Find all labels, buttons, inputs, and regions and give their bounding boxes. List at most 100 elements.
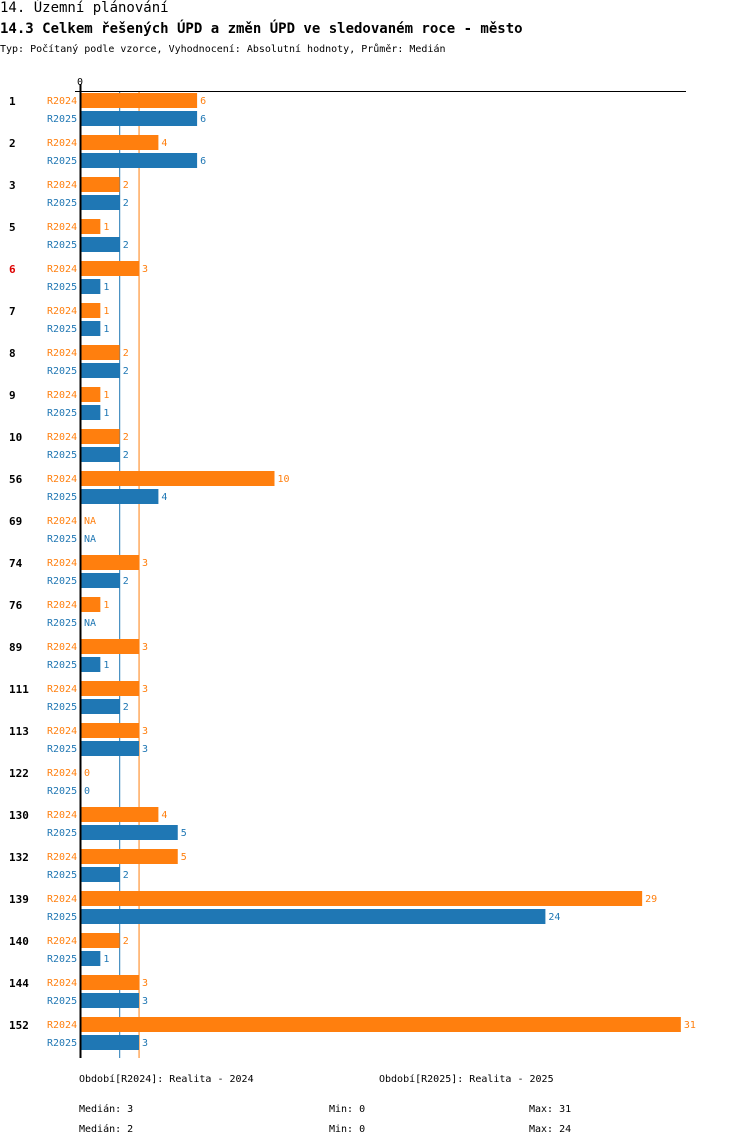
- bar-r2025: [81, 321, 101, 336]
- bar-r2024: [81, 933, 120, 948]
- bar-r2025: [81, 405, 101, 420]
- series-label: R2024: [47, 222, 77, 233]
- series-label: R2024: [47, 306, 77, 317]
- data-label: 3: [142, 642, 148, 653]
- category-label: 74: [9, 557, 23, 570]
- series-label: R2024: [47, 96, 77, 107]
- series-label: R2024: [47, 768, 77, 779]
- series-label: R2025: [47, 954, 77, 965]
- data-label: 29: [645, 894, 657, 905]
- series-label: R2025: [47, 870, 77, 881]
- bar-r2025: [81, 825, 178, 840]
- bar-r2024: [81, 1017, 681, 1032]
- data-label: 1: [103, 282, 109, 293]
- data-label: 2: [123, 432, 129, 443]
- series-label: R2025: [47, 408, 77, 419]
- bar-r2025: [81, 657, 101, 672]
- chart-subtitle: Typ: Počítaný podle vzorce, Vyhodnocení:…: [0, 44, 446, 55]
- bar-r2024: [81, 303, 101, 318]
- data-label: 2: [123, 198, 129, 209]
- bar-r2024: [81, 345, 120, 360]
- category-label: 122: [9, 767, 29, 780]
- bar-r2025: [81, 699, 120, 714]
- data-label: NA: [84, 516, 96, 527]
- bar-r2024: [81, 471, 275, 486]
- legend-r2025: Období[R2025]: Realita - 2025: [379, 1074, 554, 1085]
- bar-r2025: [81, 363, 120, 378]
- data-label: 3: [142, 558, 148, 569]
- series-label: R2025: [47, 702, 77, 713]
- bar-r2024: [81, 93, 198, 108]
- series-label: R2025: [47, 618, 77, 629]
- x-axis-zero-label: 0: [77, 77, 83, 88]
- category-label: 3: [9, 179, 16, 192]
- category-label: 152: [9, 1019, 29, 1032]
- bar-r2025: [81, 279, 101, 294]
- bar-r2024: [81, 177, 120, 192]
- bar-r2025: [81, 111, 198, 126]
- data-label: 2: [123, 180, 129, 191]
- data-label: 3: [142, 264, 148, 275]
- data-label: 2: [123, 936, 129, 947]
- series-label: R2024: [47, 978, 77, 989]
- bar-r2024: [81, 429, 120, 444]
- category-label: 2: [9, 137, 16, 150]
- bar-r2024: [81, 891, 643, 906]
- bar-r2025: [81, 489, 159, 504]
- bar-r2025: [81, 447, 120, 462]
- data-label: 4: [161, 810, 167, 821]
- bar-r2025: [81, 741, 140, 756]
- category-label: 5: [9, 221, 16, 234]
- data-label: 6: [200, 96, 206, 107]
- data-label: 2: [123, 870, 129, 881]
- stat-median-r2025: Medián: 2: [79, 1124, 134, 1135]
- series-label: R2025: [47, 660, 77, 671]
- series-label: R2025: [47, 744, 77, 755]
- series-label: R2024: [47, 390, 77, 401]
- category-label: 113: [9, 725, 29, 738]
- data-label: 31: [684, 1020, 696, 1031]
- legend-r2024: Období[R2024]: Realita - 2024: [79, 1074, 254, 1085]
- data-label: 3: [142, 978, 148, 989]
- series-label: R2025: [47, 1038, 77, 1049]
- series-label: R2025: [47, 534, 77, 545]
- data-label: 3: [142, 996, 148, 1007]
- data-label: 0: [84, 786, 90, 797]
- bar-r2024: [81, 639, 140, 654]
- data-label: 1: [103, 600, 109, 611]
- data-label: 1: [103, 306, 109, 317]
- stat-max-r2025: Max: 24: [529, 1124, 572, 1135]
- category-label: 132: [9, 851, 29, 864]
- category-label: 9: [9, 389, 16, 402]
- bar-r2025: [81, 909, 546, 924]
- category-label: 130: [9, 809, 29, 822]
- category-label: 56: [9, 473, 23, 486]
- series-label: R2025: [47, 912, 77, 923]
- series-label: R2024: [47, 894, 77, 905]
- data-label: 3: [142, 726, 148, 737]
- series-label: R2024: [47, 810, 77, 821]
- category-label: 1: [9, 95, 16, 108]
- bar-r2025: [81, 195, 120, 210]
- series-label: R2024: [47, 600, 77, 611]
- data-label: 6: [200, 156, 206, 167]
- chart-title: 14.3 Celkem řešených ÚPD a změn ÚPD ve s…: [0, 21, 523, 37]
- series-label: R2024: [47, 348, 77, 359]
- stat-max-r2024: Max: 31: [529, 1104, 572, 1115]
- series-label: R2025: [47, 324, 77, 335]
- data-label: 6: [200, 114, 206, 125]
- bar-r2025: [81, 867, 120, 882]
- bar-r2024: [81, 807, 159, 822]
- series-label: R2025: [47, 240, 77, 251]
- data-label: 0: [84, 768, 90, 779]
- data-label: 1: [103, 324, 109, 335]
- category-label: 140: [9, 935, 29, 948]
- bar-r2024: [81, 597, 101, 612]
- series-label: R2024: [47, 558, 77, 569]
- data-label: 1: [103, 390, 109, 401]
- series-label: R2025: [47, 576, 77, 587]
- bar-r2025: [81, 573, 120, 588]
- series-label: R2025: [47, 996, 77, 1007]
- bar-r2025: [81, 951, 101, 966]
- series-label: R2024: [47, 684, 77, 695]
